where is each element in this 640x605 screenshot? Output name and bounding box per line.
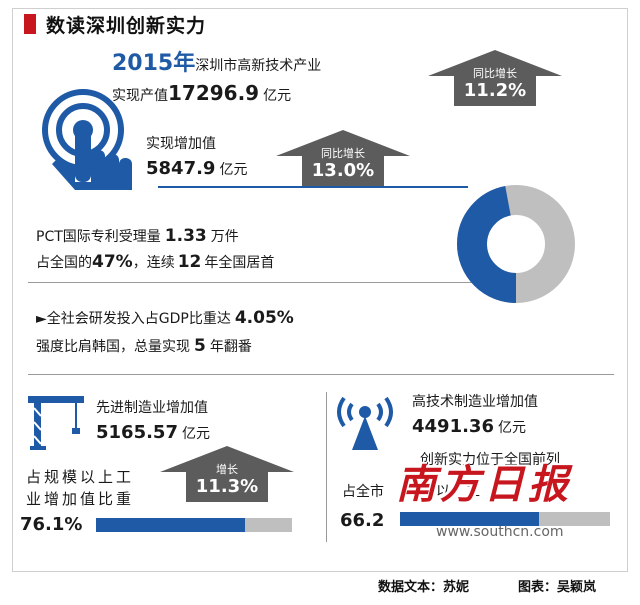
hightech-share-bar-fill	[400, 512, 539, 526]
pct-unit: 万件	[210, 229, 239, 245]
hightech-note-2-mid: 以	[436, 484, 450, 500]
rd2-value: 5	[194, 336, 206, 356]
advanced-share-bar	[96, 518, 292, 532]
hightech-note-1: 创新实力位于全国前列	[420, 452, 560, 468]
footer-credit-text: 数据文本：苏妮	[378, 580, 470, 595]
advanced-share-bar-fill	[96, 518, 246, 532]
patent-share-donut	[457, 185, 575, 303]
output-value: 17296.9	[168, 81, 260, 105]
title-marker	[24, 14, 36, 34]
hightech-note-2-tail: 重	[534, 484, 548, 500]
rd2-suffix: 年翻番	[209, 339, 252, 355]
output-line-1: 2015年深圳市高新技术产业	[112, 50, 321, 80]
added-value: 5847.9	[146, 158, 216, 179]
title-bar: 数读深圳创新实力	[12, 8, 206, 40]
output-unit: 亿元	[263, 88, 292, 104]
industry-label: 深圳市高新技术产业	[195, 58, 322, 74]
growth-arrow-advanced-value: 11.3%	[195, 476, 259, 497]
added-unit: 亿元	[219, 162, 248, 178]
pct-line-2: 占全国的47%，连续 12 年全国居首	[36, 250, 274, 275]
pct-years: 12	[177, 252, 202, 272]
advanced-share-label-1: 占规模以上工	[26, 468, 135, 486]
pct-share-prefix: 占全国的	[36, 255, 92, 271]
added-label: 实现增加值	[146, 136, 216, 152]
growth-arrow-added: 同比增长 13.0%	[276, 130, 410, 186]
up-arrow-icon	[276, 130, 410, 186]
watermark-logo: 南方日报	[396, 462, 572, 508]
divider-vertical	[326, 392, 327, 542]
advanced-share-value: 76.1%	[20, 514, 83, 535]
page-title: 数读深圳创新实力	[46, 14, 207, 37]
hightech-note-2: 占全市 以工 重	[342, 482, 548, 502]
pct-prefix: PCT国际专利受理量	[36, 229, 161, 245]
divider-2	[28, 374, 614, 375]
pct-line-1: PCT国际专利受理量 1.33 万件	[36, 224, 239, 249]
pct-share-mid: ，连续	[132, 255, 175, 271]
added-line: 5847.9 亿元	[146, 156, 247, 183]
rd2-prefix: 强度比肩韩国，总量实现	[36, 339, 190, 355]
hightech-share-value: 66.2	[340, 510, 385, 531]
output-prefix: 实现产值	[112, 88, 168, 104]
divider-blue	[158, 186, 468, 188]
growth-arrow-advanced-label: 增长	[216, 463, 238, 476]
growth-arrow-added-label: 同比增长	[321, 147, 365, 160]
advanced-share-label-2: 业增加值比重	[26, 490, 135, 508]
growth-arrow-output-value: 11.2%	[463, 80, 527, 101]
footer-credit-chart: 图表：吴颖岚	[518, 580, 597, 595]
pct-share-suffix: 年全国居首	[204, 255, 275, 271]
up-arrow-icon	[428, 50, 562, 106]
crane-icon	[28, 396, 84, 450]
hightech-value: 4491.36	[412, 416, 494, 437]
donut-share-arc	[457, 185, 575, 303]
rd-value: 4.05%	[234, 308, 294, 328]
hightech-label: 高技术制造业增加值	[412, 394, 538, 410]
rd-line-2: 强度比肩韩国，总量实现 5 年翻番	[36, 334, 252, 359]
growth-arrow-added-value: 13.0%	[311, 160, 375, 181]
advanced-line: 5165.57 亿元	[96, 420, 210, 447]
hightech-share-bar	[400, 512, 610, 526]
hightech-unit: 亿元	[497, 420, 526, 436]
pct-value: 1.33	[164, 226, 207, 246]
hightech-line: 4491.36 亿元	[412, 414, 526, 441]
pct-share-value: 47%	[92, 252, 133, 272]
advanced-value: 5165.57	[96, 422, 178, 443]
year-label: 2015年	[112, 51, 196, 76]
watermark-url: www.southcn.com	[436, 524, 564, 540]
output-line-2: 实现产值17296.9 亿元	[112, 80, 291, 109]
advanced-unit: 亿元	[181, 426, 210, 442]
advanced-label: 先进制造业增加值	[96, 400, 208, 416]
hightech-note-2-end: 工	[466, 484, 480, 500]
growth-arrow-advanced: 增长 11.3%	[160, 446, 294, 502]
hightech-note-2-start: 占全市	[342, 484, 384, 500]
touch-icon	[42, 89, 132, 190]
growth-arrow-output: 同比增长 11.2%	[428, 50, 562, 106]
divider-1	[28, 282, 498, 283]
rd-line-1: ►全社会研发投入占GDP比重达 4.05%	[36, 306, 294, 331]
antenna-icon	[337, 396, 393, 450]
growth-arrow-output-label: 同比增长	[473, 67, 517, 80]
rd-prefix: ►全社会研发投入占GDP比重达	[36, 311, 231, 327]
advanced-share-label: 占规模以上工 业增加值比重	[26, 466, 134, 510]
infographic-frame	[12, 8, 628, 572]
up-arrow-icon	[160, 446, 294, 502]
